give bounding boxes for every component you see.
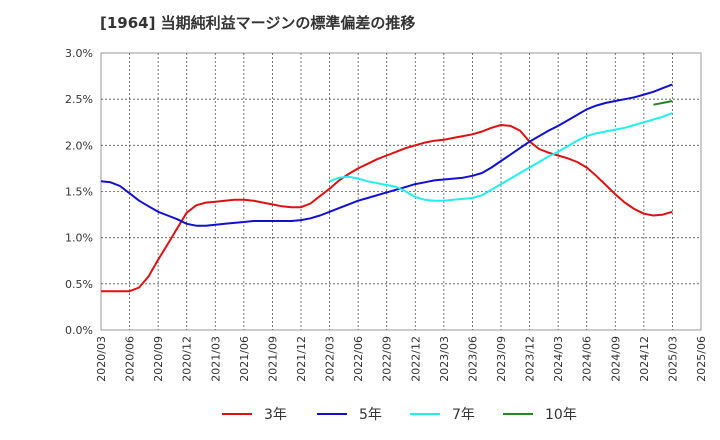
y-tick-label: 3.0% bbox=[65, 47, 93, 60]
x-tick-label: 2021/12 bbox=[295, 336, 308, 382]
legend-label: 7年 bbox=[452, 407, 475, 423]
series-line-1 bbox=[101, 124, 673, 293]
x-tick-label: 2021/09 bbox=[266, 336, 279, 382]
y-tick-label: 0.5% bbox=[65, 278, 93, 291]
x-tick-label: 2022/06 bbox=[352, 336, 365, 382]
y-axis-ticks: 0.0% 0.5% 1.0% 1.5% 2.0% 2.5% 3.0% bbox=[65, 47, 93, 337]
x-tick-label: 2023/06 bbox=[466, 336, 479, 382]
x-tick-label: 2025/06 bbox=[695, 336, 708, 382]
x-axis-ticks: 2020/03 2020/06 2020/09 2020/12 2021/03 2021/… bbox=[95, 336, 708, 382]
x-tick-label: 2024/03 bbox=[552, 336, 565, 382]
legend-label: 10年 bbox=[545, 407, 577, 423]
y-tick-label: 2.5% bbox=[65, 93, 93, 106]
x-tick-label: 2024/09 bbox=[609, 336, 622, 382]
legend-label: 5年 bbox=[359, 407, 382, 423]
y-tick-label: 0.0% bbox=[65, 324, 93, 337]
series-line-4 bbox=[653, 100, 673, 106]
series-lines bbox=[100, 83, 673, 293]
x-tick-label: 2023/09 bbox=[495, 336, 508, 382]
y-tick-label: 1.0% bbox=[65, 232, 93, 245]
x-tick-label: 2022/09 bbox=[381, 336, 394, 382]
x-tick-label: 2024/06 bbox=[581, 336, 594, 382]
series-line-3 bbox=[329, 112, 673, 202]
x-tick-label: 2023/03 bbox=[438, 336, 451, 382]
legend: 3年 5年 7年 10年 bbox=[222, 407, 577, 423]
x-tick-label: 2021/03 bbox=[209, 336, 222, 382]
chart-title: [1964] 当期純利益マージンの標準偏差の推移 bbox=[100, 14, 415, 32]
x-tick-label: 2022/03 bbox=[324, 336, 337, 382]
y-tick-label: 1.5% bbox=[65, 186, 93, 199]
legend-label: 3年 bbox=[264, 407, 287, 423]
x-tick-label: 2022/12 bbox=[409, 336, 422, 382]
y-tick-label: 2.0% bbox=[65, 139, 93, 152]
x-tick-label: 2021/06 bbox=[238, 336, 251, 382]
x-tick-label: 2025/03 bbox=[666, 336, 679, 382]
x-tick-label: 2020/06 bbox=[124, 336, 137, 382]
x-tick-label: 2020/03 bbox=[95, 336, 108, 382]
x-tick-label: 2020/09 bbox=[152, 336, 165, 382]
grid-lines bbox=[101, 53, 701, 330]
x-tick-label: 2023/12 bbox=[524, 336, 537, 382]
series-line-2 bbox=[100, 83, 673, 227]
x-tick-label: 2020/12 bbox=[181, 336, 194, 382]
x-tick-label: 2024/12 bbox=[638, 336, 651, 382]
